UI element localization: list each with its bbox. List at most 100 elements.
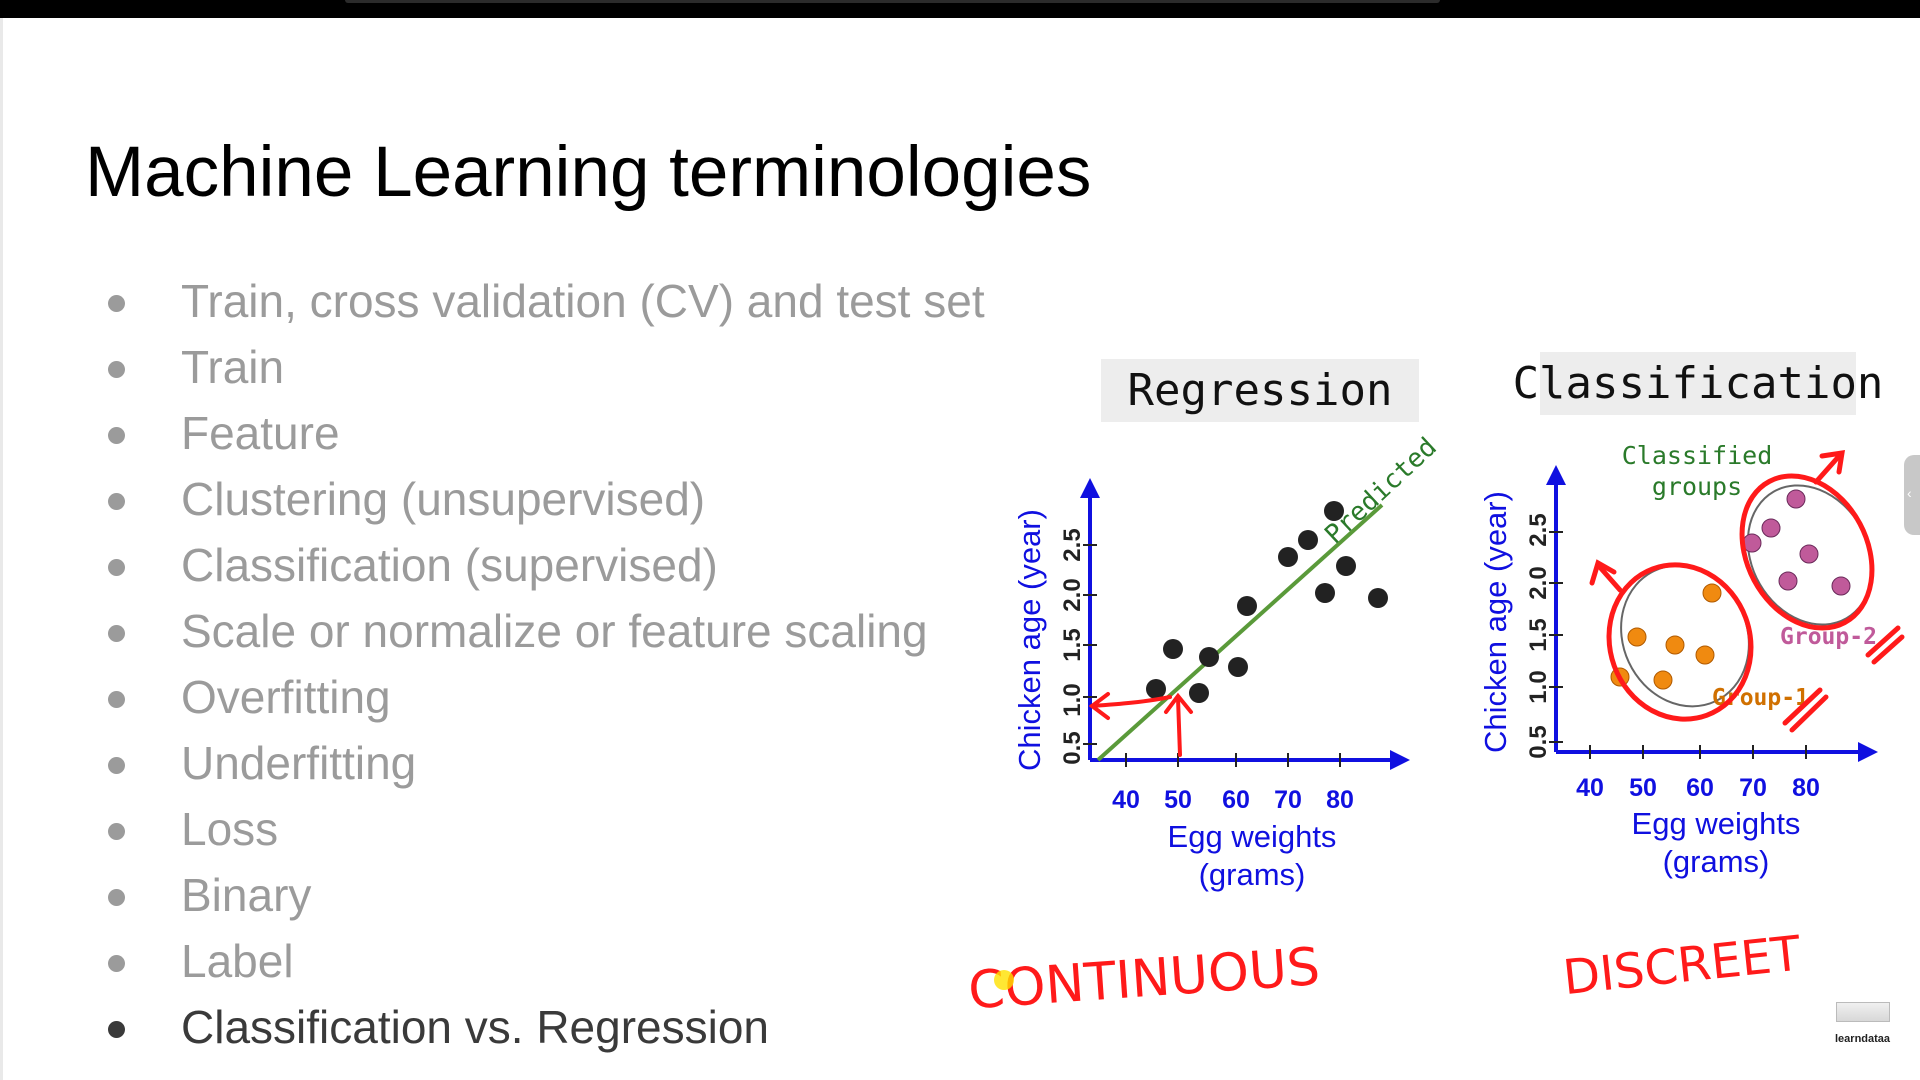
regression-point [1315, 583, 1335, 603]
classification-annotation: DISCREET [1560, 925, 1804, 1006]
regression-x-tick-70: 70 [1274, 786, 1302, 814]
regression-point [1368, 588, 1388, 608]
ink-arrow-group2 [1813, 452, 1843, 485]
ink-tally-group2 [1865, 625, 1905, 665]
bullet-dot-icon [108, 691, 125, 708]
ink-left-arrow [1090, 695, 1172, 708]
bullet-text: Binary [181, 869, 312, 921]
bullet-item: Train, cross validation (CV) and test se… [95, 268, 985, 334]
classification-y-tick-marks [1549, 531, 1563, 743]
regression-y-tick-1.5: 1.5 [1059, 628, 1086, 661]
classification-x-tick-70: 70 [1739, 774, 1767, 802]
bullet-item: Label [95, 928, 985, 994]
group1-point [1653, 670, 1673, 690]
bullet-dot-icon [108, 757, 125, 774]
bullet-text: Loss [181, 803, 279, 855]
regression-ink-arrows [1088, 692, 1193, 757]
regression-point [1199, 647, 1219, 667]
regression-x-tick-40: 40 [1112, 786, 1140, 814]
bullet-dot-icon [108, 1021, 125, 1038]
regression-point [1189, 683, 1209, 703]
logo-image [1836, 1002, 1890, 1022]
bullet-item: Binary [95, 862, 985, 928]
bullet-dot-icon [108, 295, 125, 312]
bullet-text: Train [181, 341, 285, 393]
ink-group2-circle [1739, 473, 1875, 631]
group1-point [1702, 583, 1722, 603]
bullet-item: Classification (supervised) [95, 532, 985, 598]
slide-title: Machine Learning terminologies [85, 133, 1092, 212]
group2-point [1786, 489, 1806, 509]
classification-x-axis-label-line1: Egg weights [1632, 806, 1801, 841]
group2-point [1799, 544, 1819, 564]
regression-annotation: CONTINUOUS [966, 937, 1322, 1021]
classification-y-tick-1.0: 1.0 [1525, 670, 1552, 703]
classification-note-line2: groups [1652, 472, 1742, 501]
regression-point [1237, 596, 1257, 616]
regression-x-axis-label-line2: (grams) [1199, 857, 1306, 892]
classification-heading: Classification [1513, 358, 1884, 409]
ink-arrowhead-group1 [1589, 559, 1617, 586]
regression-y-tick-2.0: 2.0 [1059, 578, 1086, 611]
classification-y-tick-2.0: 2.0 [1525, 566, 1552, 599]
ink-tally-group1 [1782, 687, 1829, 733]
ink-group1-circle [1606, 562, 1754, 722]
bullet-item: Underfitting [95, 730, 985, 796]
regression-line-label: Predicted [1319, 432, 1443, 550]
classification-y-tick-2.5: 2.5 [1525, 513, 1552, 546]
bullet-dot-icon [108, 955, 125, 972]
regression-point [1228, 657, 1248, 677]
ink-up-arrowhead [1164, 692, 1193, 714]
bullet-text: Scale or normalize or feature scaling [181, 605, 928, 657]
classification-ink [1589, 450, 1905, 733]
classification-x-tick-80: 80 [1792, 774, 1820, 802]
window-top-bar [0, 0, 1920, 18]
top-bar-notch [345, 0, 1440, 3]
group1-point [1627, 627, 1647, 647]
classification-x-tick-50: 50 [1629, 774, 1657, 802]
regression-heading: Regression [1128, 365, 1393, 416]
regression-point [1324, 501, 1344, 521]
ink-left-arrowhead [1088, 692, 1110, 720]
bullet-dot-icon [108, 889, 125, 906]
bullet-text: Classification vs. Regression [181, 1001, 770, 1053]
group2-point [1831, 576, 1851, 596]
bullet-dot-icon [108, 823, 125, 840]
bullet-dot-icon [108, 361, 125, 378]
bullet-text: Overfitting [181, 671, 391, 723]
classification-x-tick-40: 40 [1576, 774, 1604, 802]
bullet-dot-icon [108, 559, 125, 576]
regression-x-tick-50: 50 [1164, 786, 1192, 814]
ink-up-arrow [1176, 696, 1182, 757]
bullet-item: Clustering (unsupervised) [95, 466, 985, 532]
regression-point [1336, 556, 1356, 576]
ink-arrowhead-group2 [1819, 450, 1846, 475]
group2-points [1742, 489, 1851, 596]
regression-point [1278, 547, 1298, 567]
side-panel-handle[interactable]: ‹ [1904, 455, 1920, 535]
bullet-text: Feature [181, 407, 340, 459]
bullet-text: Train, cross validation (CV) and test se… [181, 275, 985, 327]
classification-x-axis-label-line2: (grams) [1663, 844, 1770, 879]
group2-point [1778, 571, 1798, 591]
bullet-item: Overfitting [95, 664, 985, 730]
regression-x-tick-80: 80 [1326, 786, 1354, 814]
ink-highlight [994, 970, 1014, 990]
regression-y-tick-marks [1083, 544, 1097, 745]
classification-x-tick-60: 60 [1686, 774, 1714, 802]
bullet-dot-icon [108, 493, 125, 510]
classification-x-tick-marks [1589, 745, 1807, 759]
regression-y-tick-2.5: 2.5 [1059, 528, 1086, 561]
regression-points [1146, 501, 1388, 703]
regression-x-tick-60: 60 [1222, 786, 1250, 814]
bullet-item-active: Classification vs. Regression [95, 994, 985, 1060]
regression-fit-line [1096, 503, 1384, 762]
regression-point [1146, 679, 1166, 699]
regression-y-axis-label: Chicken age (year) [1012, 509, 1047, 771]
classification-heading-box [1540, 352, 1856, 415]
classification-note-line1: Classified [1622, 441, 1773, 470]
chevron-left-icon: ‹ [1907, 485, 1912, 501]
regression-heading-box [1101, 359, 1419, 422]
ink-arrow-group1 [1595, 562, 1623, 593]
